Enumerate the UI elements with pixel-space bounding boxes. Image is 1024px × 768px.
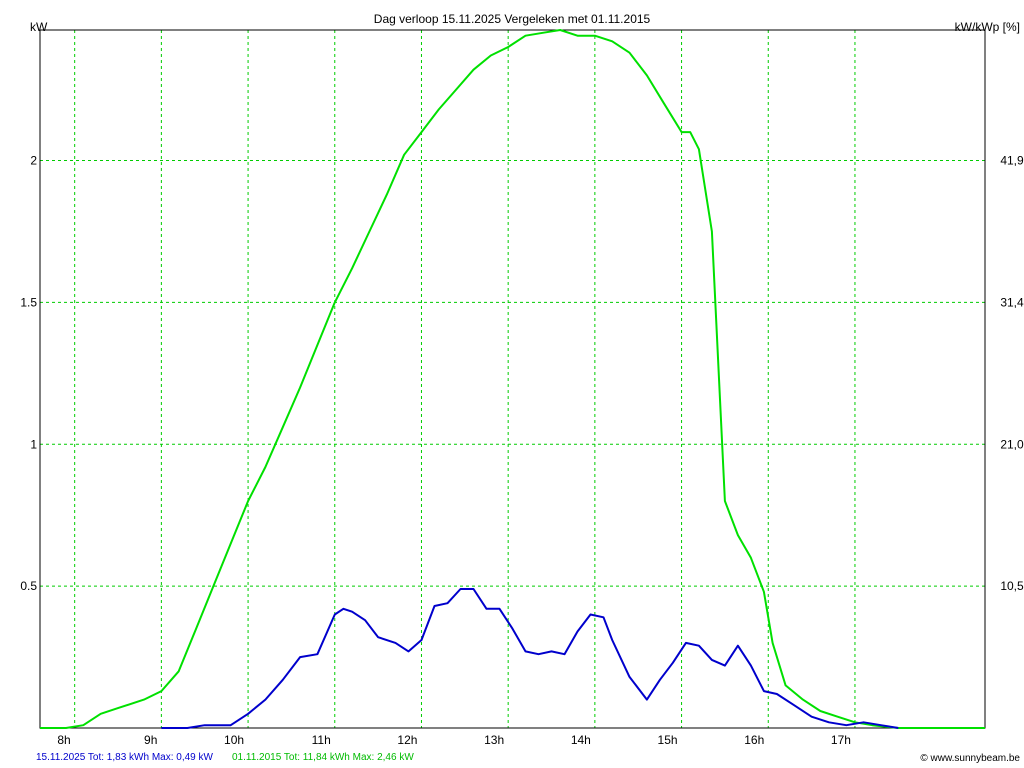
x-tick-label: 11h <box>312 733 331 747</box>
grid <box>40 30 985 728</box>
plot-area-frame <box>39 29 986 729</box>
y-left-tick-label: 0.5 <box>20 579 37 593</box>
y-right-tick-label: 21,0 <box>1000 437 1024 451</box>
x-tick-label: 13h <box>484 733 504 747</box>
legend-summary-series-b: 01.11.2015 Tot: 11,84 kWh Max: 2,46 kW <box>232 752 414 763</box>
y-axis-right-label: kW/kWp [%] <box>954 20 1020 34</box>
tick-layer: 8h 9h 10h 11h 12h 13h 14h 15h 16h 17h 0.5 1 1.5 2 10,5… <box>20 154 1024 747</box>
y-left-tick-label: 2 <box>30 154 37 168</box>
x-tick-label: 17h <box>831 733 851 747</box>
y-left-tick-label: 1 <box>30 437 37 451</box>
x-tick-label: 15h <box>658 733 678 747</box>
x-tick-label: 9h <box>144 733 157 747</box>
series-line-1 <box>40 29 985 729</box>
y-right-tick-label: 41,9 <box>1000 154 1024 168</box>
legend-summary-series-a: 15.11.2025 Tot: 1,83 kWh Max: 0,49 kW <box>36 752 213 763</box>
series-layer <box>40 29 985 729</box>
y-left-tick-label: 1.5 <box>20 295 37 309</box>
x-tick-label: 14h <box>571 733 591 747</box>
y-right-tick-label: 31,4 <box>1000 295 1024 309</box>
chart-title: Dag verloop 15.11.2025 Vergeleken met 01… <box>373 12 651 26</box>
y-right-tick-label: 10,5 <box>1000 579 1024 593</box>
x-tick-label: 8h <box>57 733 70 747</box>
x-tick-label: 12h <box>397 733 417 747</box>
y-axis-left-label: kW <box>30 20 48 34</box>
x-tick-label: 10h <box>224 733 244 747</box>
credit-link[interactable]: © www.sunnybeam.be <box>920 753 1020 764</box>
x-tick-label: 16h <box>744 733 764 747</box>
series-line-2 <box>161 588 899 729</box>
